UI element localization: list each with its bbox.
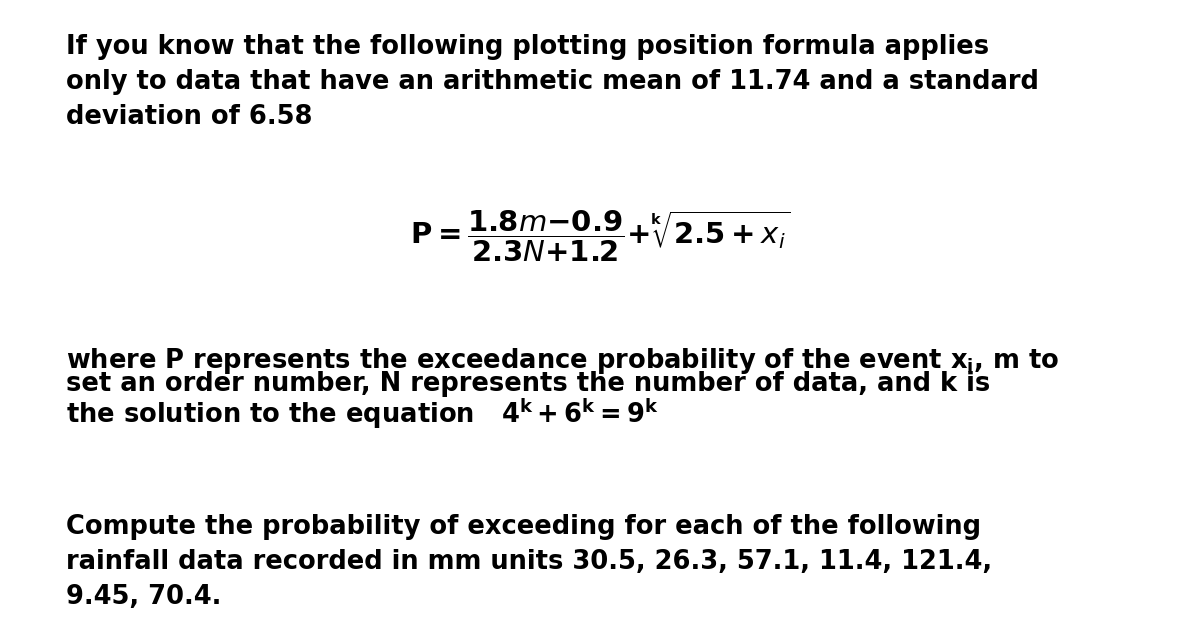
Text: where P represents the exceedance probability of the event x$_{\mathbf{i}}$, m t: where P represents the exceedance probab… xyxy=(66,346,1060,376)
Text: set an order number, N represents the number of data, and k is: set an order number, N represents the nu… xyxy=(66,371,990,397)
Text: $\mathbf{P =} \dfrac{\mathbf{1.8}m \mathbf{- 0.9}}{\mathbf{2.3}N \mathbf{+ 1.2}}: $\mathbf{P =} \dfrac{\mathbf{1.8}m \math… xyxy=(410,209,790,264)
Text: If you know that the following plotting position formula applies
only to data th: If you know that the following plotting … xyxy=(66,34,1039,130)
Text: Compute the probability of exceeding for each of the following
rainfall data rec: Compute the probability of exceeding for… xyxy=(66,514,992,610)
Text: the solution to the equation   $\mathbf{4^k + 6^k = 9^k}$: the solution to the equation $\mathbf{4^… xyxy=(66,397,659,431)
